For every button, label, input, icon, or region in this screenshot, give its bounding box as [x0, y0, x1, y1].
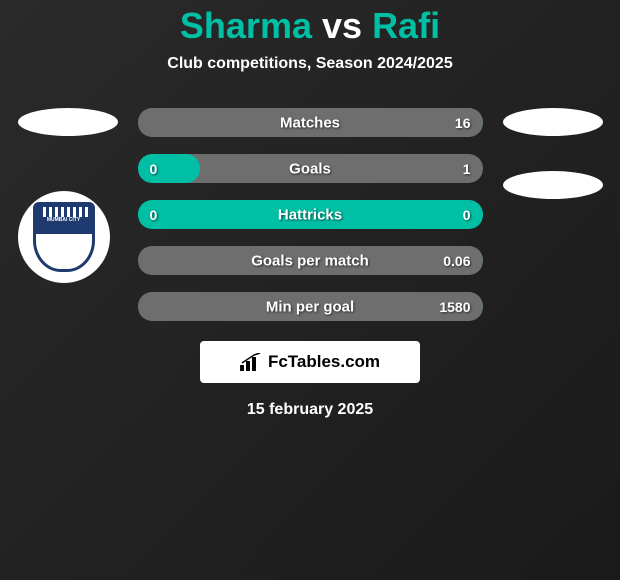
stats-column: Matches 16 0 Goals 1 0 Hattricks 0 Goals per mat… — [138, 108, 483, 321]
stat-value-right: 16 — [455, 115, 471, 131]
stat-bar: 0 Hattricks 0 — [138, 200, 483, 229]
stat-value-right: 0 — [463, 207, 471, 223]
stat-label: Min per goal — [266, 298, 354, 315]
player2-badge — [503, 108, 603, 136]
club-logo-shield: MUMBAI CITY — [33, 202, 95, 272]
player1-name: Sharma — [180, 5, 312, 46]
stat-label: Goals — [289, 160, 331, 177]
main-area: MUMBAI CITY Matches 16 0 Goals 1 0 Hattricks 0 G… — [0, 108, 620, 321]
stat-value-right: 1 — [463, 161, 471, 177]
fctables-badge[interactable]: FcTables.com — [200, 341, 420, 383]
right-badges — [503, 108, 603, 199]
stat-bar: Min per goal 1580 — [138, 292, 483, 321]
player2-name: Rafi — [372, 5, 440, 46]
date-text: 15 february 2025 — [0, 401, 620, 419]
subtitle: Club competitions, Season 2024/2025 — [0, 55, 620, 73]
stat-label: Matches — [280, 114, 340, 131]
club-logo: MUMBAI CITY — [18, 191, 110, 283]
stat-value-right: 1580 — [439, 299, 470, 315]
club-logo-text: MUMBAI CITY — [36, 217, 92, 223]
stat-bar: Matches 16 — [138, 108, 483, 137]
player1-badge — [18, 108, 118, 136]
stat-label: Goals per match — [251, 252, 369, 269]
player2-club-badge — [503, 171, 603, 199]
comparison-title: Sharma vs Rafi — [0, 5, 620, 47]
stat-bar: Goals per match 0.06 — [138, 246, 483, 275]
chart-icon — [240, 353, 262, 371]
stat-label: Hattricks — [278, 206, 342, 223]
stat-value-left: 0 — [150, 161, 158, 177]
stat-value-right: 0.06 — [443, 253, 470, 269]
left-badges: MUMBAI CITY — [18, 108, 118, 283]
stat-value-left: 0 — [150, 207, 158, 223]
vs-text: vs — [322, 5, 362, 46]
stat-bar: 0 Goals 1 — [138, 154, 483, 183]
fctables-text: FcTables.com — [268, 352, 380, 372]
stat-bar-fill — [138, 154, 200, 183]
